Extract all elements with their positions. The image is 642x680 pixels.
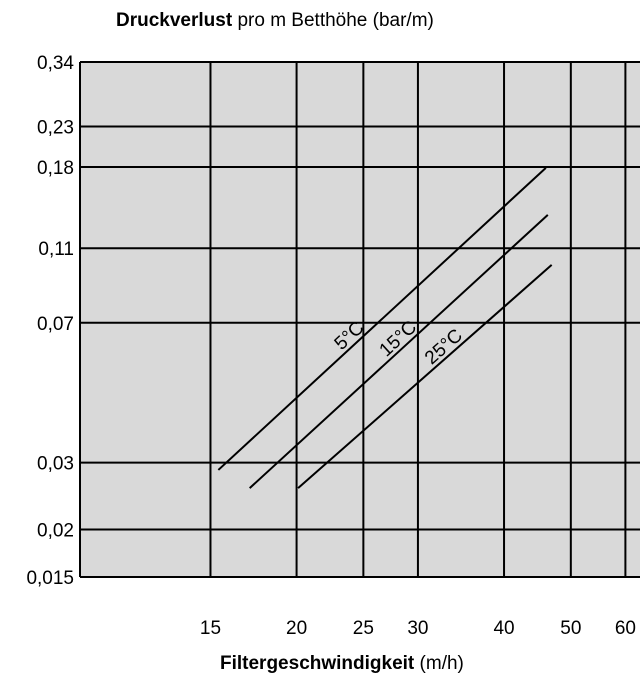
x-tick-label: 15 [200, 618, 221, 639]
x-tick-label: 60 [615, 618, 636, 639]
y-axis-title-bold: Druckverlust [116, 10, 233, 31]
plot-background [80, 62, 640, 577]
plot-area [79, 61, 640, 578]
y-tick-label: 0,23 [37, 117, 74, 138]
y-axis-title: Druckverlust pro m Betthöhe (bar/m) [116, 10, 434, 31]
x-tick-label: 40 [493, 618, 514, 639]
x-tick-label: 20 [286, 618, 307, 639]
x-axis-title-rest: (m/h) [420, 653, 464, 674]
y-tick-label: 0,015 [26, 568, 74, 589]
x-tick-label: 25 [353, 618, 374, 639]
y-tick-label: 0,34 [37, 53, 74, 74]
x-tick-label: 30 [407, 618, 428, 639]
series-line [249, 214, 549, 489]
y-tick-label: 0,11 [38, 239, 74, 260]
y-tick-label: 0,07 [37, 314, 74, 335]
series-line [217, 167, 547, 471]
x-axis-title: Filtergeschwindigkeit (m/h) [220, 653, 464, 674]
y-tick-label: 0,02 [37, 521, 74, 542]
y-tick-label: 0,03 [37, 454, 74, 475]
y-axis-title-rest: pro m Betthöhe (bar/m) [237, 10, 433, 31]
y-tick-label: 0,18 [37, 158, 74, 179]
x-axis-title-bold: Filtergeschwindigkeit [220, 653, 415, 674]
series-line [297, 264, 553, 489]
x-tick-label: 50 [560, 618, 581, 639]
